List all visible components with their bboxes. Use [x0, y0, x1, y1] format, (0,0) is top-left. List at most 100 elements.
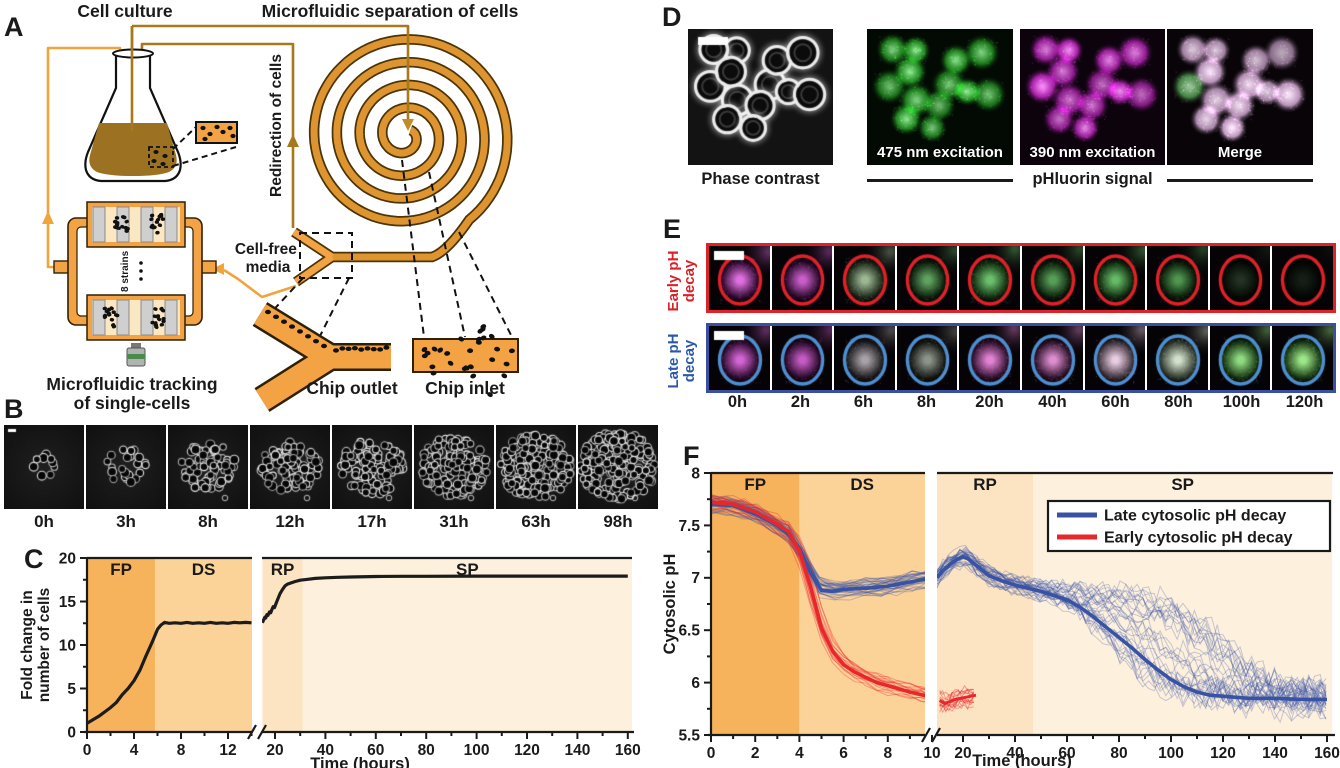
- tick-marks: [704, 472, 1328, 742]
- legend-label: Late cytosolic pH decay: [1104, 508, 1286, 525]
- phase-label: FP: [110, 560, 132, 579]
- e-time-label: 0h: [727, 393, 748, 411]
- frame-time-label: 3h: [116, 512, 136, 531]
- series-left: [87, 620, 252, 725]
- phase-contrast-label: Phase contrast: [701, 170, 820, 188]
- e-time-label: 120h: [1285, 393, 1324, 411]
- frame-time-label: 63h: [521, 512, 551, 531]
- x-tick-label: 8: [177, 742, 186, 759]
- objective-icon: [126, 343, 146, 367]
- phase-label: RP: [271, 560, 295, 579]
- phase-label: DS: [850, 475, 874, 494]
- y-tick-label: 0: [67, 724, 76, 741]
- late-ph-line1: Late pH: [665, 333, 682, 389]
- micrograph-green: 475 nm excitation: [867, 29, 1013, 165]
- tick-labels: 5.566.577.580 2 4 6 8 10 20 40 60 80 100 120 140 160: [678, 465, 1340, 762]
- x-tick-label: 160: [615, 742, 641, 759]
- tick-marks: [80, 557, 629, 739]
- axis-break-icon: [247, 724, 267, 740]
- micrograph-caption: 475 nm excitation: [877, 144, 1003, 161]
- phase-label: SP: [456, 560, 479, 579]
- colony-frame-17h: [332, 425, 412, 509]
- y-axis-label: Cytosolic pH: [661, 554, 679, 655]
- early-cell-60h: [1084, 246, 1146, 310]
- x-tick-label: 100: [464, 742, 490, 759]
- early-ph-decay-label: Early pH decay: [665, 246, 700, 316]
- series-right: [262, 574, 628, 624]
- legend: Late cytosolic pH decay Early cytosolic p…: [1046, 499, 1332, 553]
- micrograph-caption: 390 nm excitation: [1029, 144, 1156, 161]
- panel-e-timecourse: Early pH decay Late pH decay 0h 2h 6h 8h 20h 40…: [660, 200, 1340, 440]
- y-tick-label: 5: [67, 681, 76, 698]
- x-tick-label: 40: [317, 742, 334, 759]
- early-cell-40h: [1021, 246, 1083, 310]
- strains-label: 8 strains: [120, 250, 131, 292]
- x-axis-label: Time (hours): [972, 752, 1072, 768]
- x-tick-label: 120: [1210, 745, 1236, 762]
- panel-c-chart: FP DS RP SP 0 5 10 15 20 0 4 8 12 20 40 60 80 100 120 140 16…: [19, 550, 641, 768]
- panel-a-diagram: Cell culture Microfluidic separation of …: [42, 1, 519, 413]
- early-mean: [711, 500, 925, 698]
- late-cell-120h: [1272, 326, 1333, 390]
- late-cell-0h: [709, 326, 770, 390]
- cell-free-line1: Cell-free: [235, 241, 297, 258]
- x-tick-label: 2: [751, 745, 760, 762]
- early-ph-line1: Early pH: [665, 250, 682, 312]
- y-tick-label: 6.5: [678, 623, 700, 640]
- x-tick-label: 6: [839, 745, 848, 762]
- late-cell-40h: [1021, 326, 1083, 390]
- x-tick-label: 8: [883, 745, 892, 762]
- y-tick-label: 7.5: [678, 518, 700, 535]
- early-cluster-mean: [938, 693, 977, 706]
- phase-label: DS: [192, 560, 216, 579]
- frame-time-label: 0h: [34, 512, 54, 531]
- panel-b-letter: B: [4, 394, 24, 424]
- x-tick-label: 4: [130, 742, 139, 759]
- chip-outlet-label: Chip outlet: [306, 378, 398, 398]
- micrograph-merge: Merge: [1167, 29, 1313, 165]
- panel-f-chart: FP DS RP SP5.566.577.580 2 4 6 8 10 20 40 60 80 100 12…: [661, 465, 1340, 768]
- underline-left: [867, 179, 1013, 182]
- frame-time-label: 12h: [275, 512, 305, 531]
- x-axis-label: Time (hours): [310, 755, 410, 768]
- y-tick-label: 7: [691, 570, 700, 587]
- x-tick-label: 60: [367, 742, 384, 759]
- arrow-into-spiral-icon: [402, 119, 414, 131]
- frame-time-label: 98h: [603, 512, 633, 531]
- late-cell-100h: [1209, 326, 1271, 390]
- colony-frame-63h: [496, 425, 576, 509]
- x-tick-label: 40: [1006, 745, 1023, 762]
- arrow-up-return-icon: [42, 211, 54, 224]
- frame-time-label: 8h: [198, 512, 218, 531]
- trapped-cells: [102, 212, 166, 330]
- spiral-separator: [291, 34, 513, 287]
- separation-title: Microfluidic separation of cells: [262, 1, 519, 21]
- early-cell-0h: [709, 246, 770, 310]
- panel-a-letter: A: [4, 12, 24, 42]
- late-ph-decay-label: Late pH decay: [665, 326, 700, 396]
- chip-outlet-magnified: Chip outlet: [252, 302, 398, 412]
- late-cell-6h: [834, 326, 895, 390]
- frame-time-label: 17h: [357, 512, 387, 531]
- traces-left: [711, 494, 925, 703]
- phase-label: FP: [744, 475, 766, 494]
- e-time-label: 40h: [1038, 393, 1067, 411]
- y-tick-label: 6: [691, 675, 700, 692]
- x-tick-label: 120: [514, 742, 540, 759]
- x-tick-label: 4: [795, 745, 804, 762]
- e-time-label: 6h: [853, 393, 874, 411]
- early-cell-6h: [834, 246, 895, 310]
- panel-f-letter: F: [683, 441, 700, 471]
- panel-e-letter: E: [663, 214, 682, 244]
- colony-frame-12h: [250, 425, 330, 509]
- arrow-cell-free-icon: [212, 263, 224, 275]
- x-tick-label: 160: [1314, 745, 1340, 762]
- x-tick-label: 80: [1110, 745, 1127, 762]
- x-tick-label: 100: [1158, 745, 1184, 762]
- micrograph-phase: [688, 29, 833, 165]
- late-ph-line2: decay: [681, 339, 698, 383]
- x-tick-label: 20: [266, 742, 283, 759]
- x-tick-label: 60: [1058, 745, 1075, 762]
- y-tick-label: 15: [59, 594, 77, 611]
